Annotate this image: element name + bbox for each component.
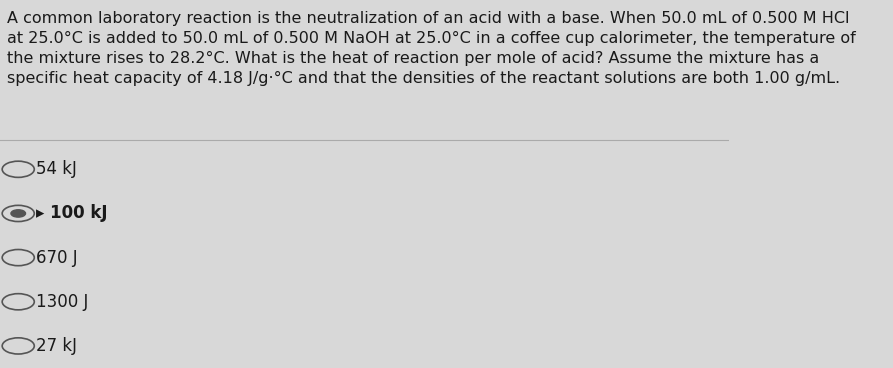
Text: A common laboratory reaction is the neutralization of an acid with a base. When : A common laboratory reaction is the neut… [7,11,856,85]
Text: 27 kJ: 27 kJ [37,337,78,355]
Text: 54 kJ: 54 kJ [37,160,78,178]
Text: 1300 J: 1300 J [37,293,88,311]
Text: 670 J: 670 J [37,249,78,266]
Text: ▸ 100 kJ: ▸ 100 kJ [37,205,108,222]
Circle shape [11,210,26,217]
